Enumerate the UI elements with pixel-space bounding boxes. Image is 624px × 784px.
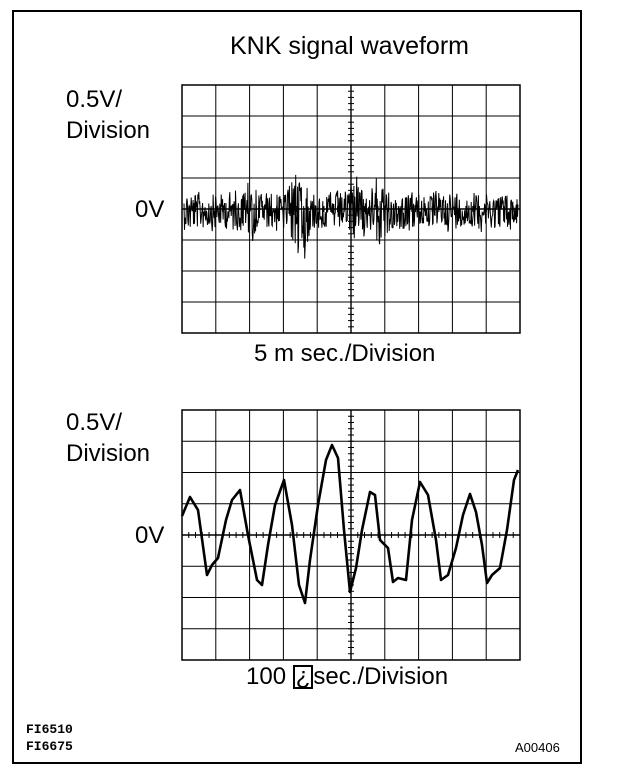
figure-id: A00406: [515, 740, 560, 755]
bottom-volt-label-line1: 0.5V/: [66, 409, 123, 436]
bottom-time-label-suffix: sec./Division: [313, 663, 449, 690]
figure-code-2: FI6675: [26, 739, 73, 754]
bottom-volt-label-line2: Division: [66, 440, 151, 467]
bottom-time-label-glyph: ¿: [292, 665, 314, 689]
bottom-time-label-prefix: 100: [246, 663, 293, 690]
top-scope-waveform: [183, 174, 519, 259]
bottom-time-label: 100 ¿ sec./Division: [246, 663, 448, 691]
figure-code-1: FI6510: [26, 722, 73, 737]
bottom-zero-label: 0V: [135, 522, 165, 549]
top-volt-label: 0.5V/ Division: [66, 84, 150, 146]
bottom-scope-waveform: [180, 443, 520, 605]
top-volt-label-line2: Division: [66, 117, 151, 144]
top-volt-label-line1: 0.5V/: [66, 86, 123, 113]
figure-title: KNK signal waveform: [230, 32, 469, 60]
top-zero-label: 0V: [135, 196, 165, 223]
top-time-label: 5 m sec./Division: [254, 340, 436, 367]
bottom-volt-label: 0.5V/ Division: [66, 407, 150, 469]
figure-frame: [12, 10, 582, 764]
